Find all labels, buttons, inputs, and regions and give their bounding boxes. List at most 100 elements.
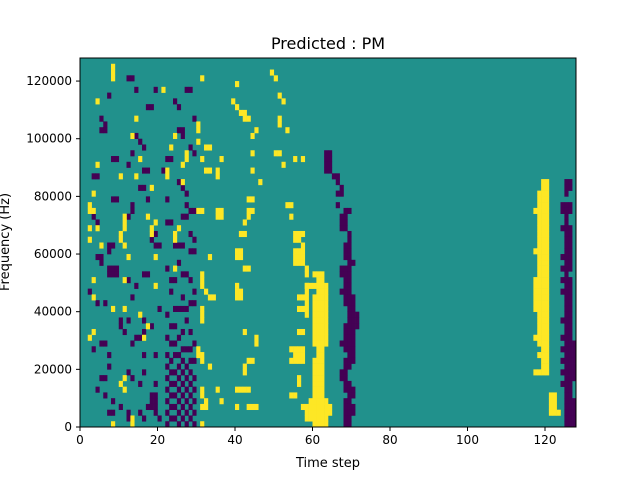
heatmap-cell-low <box>560 225 565 232</box>
heatmap-cell-low <box>568 225 573 232</box>
heatmap-cell-high <box>316 346 321 353</box>
heatmap-cell-high <box>289 213 294 220</box>
heatmap-cell-low <box>180 305 185 312</box>
heatmap-cell-high <box>293 352 298 359</box>
heatmap-cell-low <box>343 225 348 232</box>
heatmap-cell-low <box>351 328 356 336</box>
heatmap-cell-high <box>545 334 550 341</box>
heatmap-cell-low <box>176 421 182 428</box>
heatmap-cell-high <box>545 369 550 376</box>
heatmap-cell-low <box>343 421 348 428</box>
heatmap-cell-high <box>316 317 321 324</box>
heatmap-cell-high <box>545 207 550 214</box>
heatmap-cell-low <box>328 150 333 157</box>
heatmap-cell-low <box>188 144 193 151</box>
heatmap-cell-high <box>254 340 259 347</box>
heatmap-cell-high <box>297 346 302 353</box>
heatmap-cell-low <box>324 167 329 174</box>
heatmap-cell-low <box>560 202 565 209</box>
heatmap-cell-high <box>537 207 542 214</box>
heatmap-cell-low <box>176 375 182 382</box>
heatmap-cell-low <box>149 323 154 330</box>
heatmap-cell-low <box>564 346 569 353</box>
heatmap-cell-high <box>130 132 135 140</box>
heatmap-cell-low <box>343 288 348 295</box>
heatmap-cell-low <box>134 132 139 140</box>
heatmap-cell-high <box>316 294 321 301</box>
heatmap-cell-high <box>312 317 317 324</box>
heatmap-cell-low <box>339 213 344 220</box>
heatmap-cell-low <box>568 386 573 393</box>
heatmap-cell-low <box>107 271 112 278</box>
chart-title: Predicted : PM <box>271 34 385 53</box>
heatmap-cell-low <box>564 421 569 428</box>
heatmap-cell-low <box>188 300 193 307</box>
heatmap-cell-high <box>312 334 317 341</box>
y-tick-label: 0 <box>64 420 72 434</box>
heatmap-cell-low <box>103 340 108 347</box>
heatmap-cell-low <box>343 277 348 284</box>
heatmap-cell-high <box>545 265 550 272</box>
heatmap-cell-low <box>351 323 356 330</box>
heatmap-cell-high <box>293 230 298 238</box>
heatmap-cell-high <box>541 190 546 197</box>
heatmap-cell-low <box>184 409 189 416</box>
heatmap-cell-high <box>297 352 302 359</box>
heatmap-cell-low <box>343 219 348 226</box>
heatmap-cell-high <box>250 196 255 203</box>
heatmap-cell-high <box>545 311 550 318</box>
heatmap-cell-high <box>153 254 158 261</box>
heatmap-cell-high <box>316 328 321 336</box>
heatmap-cell-high <box>320 300 325 307</box>
heatmap-cell-low <box>188 380 193 387</box>
heatmap-cell-high <box>545 213 550 220</box>
heatmap-cell-high <box>153 282 158 289</box>
heatmap-cell-low <box>169 277 174 284</box>
heatmap-cell-high <box>304 288 309 295</box>
heatmap-cell-low <box>347 415 352 422</box>
heatmap-cell-low <box>564 254 569 261</box>
heatmap-cell-high <box>149 230 154 238</box>
y-tick-label: 100000 <box>26 132 72 146</box>
heatmap-cell-low <box>347 282 352 289</box>
heatmap-cell-high <box>169 144 174 151</box>
heatmap-cell-high <box>285 127 290 134</box>
heatmap-cell-low <box>142 415 147 422</box>
heatmap-cell-low <box>176 363 182 370</box>
heatmap-cell-low <box>134 282 139 289</box>
heatmap-cell-high <box>219 398 224 405</box>
heatmap-cell-high <box>320 323 325 330</box>
heatmap-cell-high <box>215 386 220 393</box>
heatmap-cell-high <box>312 357 317 364</box>
heatmap-cell-low <box>347 398 352 405</box>
heatmap-cell-low <box>169 415 174 422</box>
heatmap-cell-high <box>545 271 550 278</box>
heatmap-cell-high <box>320 375 325 382</box>
heatmap-cell-low <box>564 179 569 186</box>
heatmap-cell-low <box>188 207 193 214</box>
heatmap-cell-low <box>564 403 569 411</box>
heatmap-cell-high <box>200 357 205 364</box>
heatmap-cell-low <box>347 254 352 261</box>
heatmap-cell-high <box>235 81 240 88</box>
heatmap-cell-low <box>568 369 573 376</box>
heatmap-cell-high <box>541 213 546 220</box>
heatmap-cell-low <box>347 230 352 238</box>
heatmap-cell-high <box>196 127 201 134</box>
heatmap-cell-low <box>145 403 151 411</box>
heatmap-cell-low <box>568 323 573 330</box>
heatmap-cell-high <box>545 242 550 249</box>
heatmap-cell-high <box>541 282 546 289</box>
heatmap-cell-low <box>564 380 569 387</box>
heatmap-cell-low <box>169 380 174 387</box>
heatmap-cell-low <box>343 242 348 249</box>
heatmap-cell-low <box>130 202 135 209</box>
heatmap-cell-low <box>564 236 569 243</box>
heatmap-cell-low <box>568 184 573 191</box>
heatmap-cell-high <box>300 230 306 238</box>
heatmap-cell-high <box>130 421 135 428</box>
heatmap-cell-low <box>343 340 348 347</box>
heatmap-cell-low <box>188 277 193 284</box>
x-tick-label: 80 <box>382 433 397 447</box>
heatmap-cell-low <box>134 334 139 341</box>
